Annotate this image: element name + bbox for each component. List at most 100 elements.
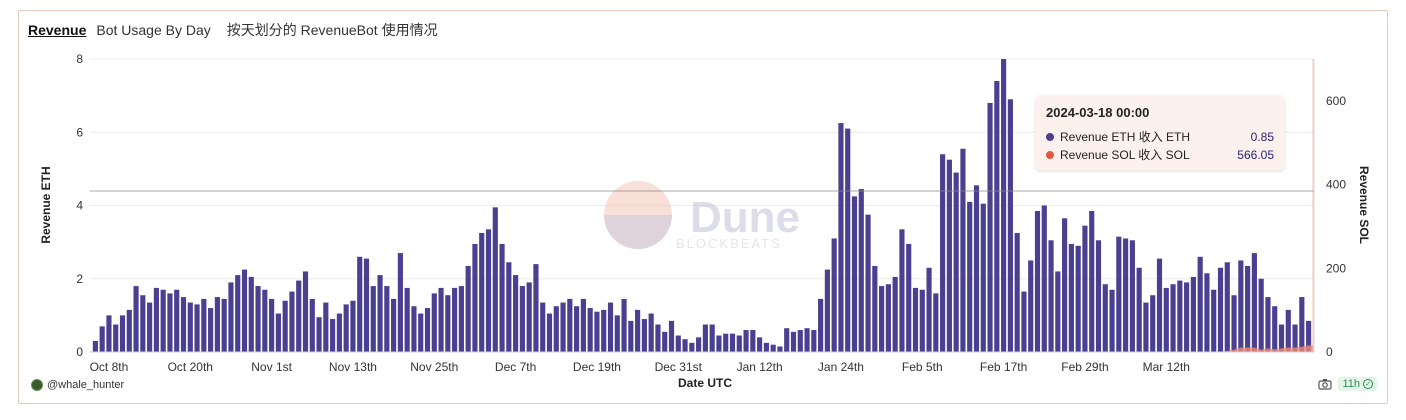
bar — [235, 275, 241, 352]
sol-dot-icon — [1046, 150, 1054, 159]
bar — [1123, 238, 1129, 352]
bar — [1272, 306, 1278, 352]
bar — [1265, 297, 1271, 352]
bar — [1007, 99, 1013, 352]
bar — [648, 313, 654, 352]
bar — [1068, 243, 1074, 352]
bar — [1062, 218, 1068, 352]
bar — [1170, 284, 1176, 352]
bar — [99, 326, 105, 352]
bar — [1102, 284, 1108, 352]
bar — [702, 324, 708, 352]
bar — [770, 344, 776, 352]
bar — [424, 308, 431, 352]
bar — [248, 276, 254, 352]
watermark-logo — [604, 215, 672, 249]
bar — [269, 298, 275, 352]
bar — [919, 289, 925, 352]
bar — [1156, 258, 1163, 352]
bar — [1217, 267, 1224, 352]
bar — [960, 148, 966, 352]
bar — [628, 320, 634, 352]
author-name: @whale_hunter — [47, 379, 125, 391]
bar — [201, 298, 207, 352]
bar — [208, 308, 214, 352]
y-right-tick-label: 200 — [1326, 261, 1346, 275]
bar — [601, 309, 607, 352]
bar — [221, 298, 227, 352]
bar — [682, 339, 688, 352]
bar — [926, 267, 932, 352]
bar — [302, 271, 309, 352]
bar — [872, 265, 878, 352]
tooltip-label-sol: Revenue SOL 收入 SOL — [1060, 148, 1190, 162]
y-right-tick-label: 600 — [1326, 94, 1346, 108]
bar — [994, 80, 1000, 352]
bar — [1190, 276, 1196, 352]
refresh-age: 11h — [1342, 378, 1360, 390]
bar — [1041, 205, 1047, 352]
bar — [1197, 256, 1203, 352]
bar — [574, 306, 580, 352]
bar — [485, 229, 492, 352]
bar — [858, 189, 864, 352]
bar — [187, 302, 193, 352]
x-tick-label: Nov 13th — [329, 360, 377, 374]
bar — [241, 269, 248, 352]
bar — [180, 297, 187, 352]
tooltip: 2024-03-18 00:00 Revenue ETH 收入 ETH 0.85… — [1036, 96, 1284, 170]
tooltip-value-eth: 0.85 — [1250, 129, 1274, 144]
watermark-subtext: BLOCKBEATS — [676, 236, 782, 251]
bar — [228, 282, 234, 352]
bar — [370, 286, 376, 352]
bar — [973, 185, 980, 352]
tab-bot-usage[interactable]: Bot Usage By Day — [96, 22, 211, 38]
bar — [1292, 324, 1298, 352]
bar — [1089, 210, 1095, 352]
x-tick-label: Mar 12th — [1143, 360, 1190, 374]
bar — [1116, 236, 1122, 352]
bar — [1055, 271, 1061, 352]
bar — [1001, 59, 1007, 352]
bar — [736, 335, 742, 352]
bar — [621, 298, 627, 352]
avatar — [31, 379, 43, 391]
y-left-tick-label: 8 — [76, 52, 83, 66]
bar — [92, 341, 98, 352]
bar — [282, 300, 288, 352]
bar — [1075, 245, 1081, 352]
bar — [729, 333, 736, 352]
bar — [133, 286, 139, 352]
author[interactable]: @whale_hunter — [31, 379, 124, 391]
refresh-badge[interactable]: 11h ✓ — [1338, 377, 1377, 391]
bar — [851, 196, 858, 352]
bar — [1231, 295, 1237, 352]
bar — [1129, 240, 1135, 352]
bar — [472, 243, 478, 352]
bar — [140, 295, 146, 352]
bar — [1285, 309, 1291, 352]
tooltip-label-eth: Revenue ETH 收入 ETH — [1060, 130, 1191, 144]
y-left-axis-label: Revenue ETH — [39, 166, 53, 243]
bar — [153, 287, 159, 352]
bar — [513, 275, 519, 352]
bar — [865, 214, 871, 352]
bar — [160, 289, 166, 352]
camera-icon[interactable] — [1318, 378, 1333, 390]
bar — [560, 302, 566, 352]
y-right-tick-label: 0 — [1326, 345, 1333, 359]
bar — [614, 315, 620, 352]
bar — [838, 123, 844, 352]
x-tick-label: Jan 12th — [737, 360, 783, 374]
bar — [709, 324, 715, 352]
bar — [1082, 225, 1088, 352]
bar — [892, 276, 898, 352]
bar — [323, 302, 329, 352]
x-tick-label: Feb 5th — [902, 360, 943, 374]
bar — [1245, 265, 1251, 352]
tab-revenue[interactable]: Revenue — [28, 22, 87, 38]
bar — [845, 128, 851, 352]
eth-dot-icon — [1046, 132, 1054, 141]
check-icon: ✓ — [1363, 379, 1373, 389]
bar — [967, 201, 973, 352]
